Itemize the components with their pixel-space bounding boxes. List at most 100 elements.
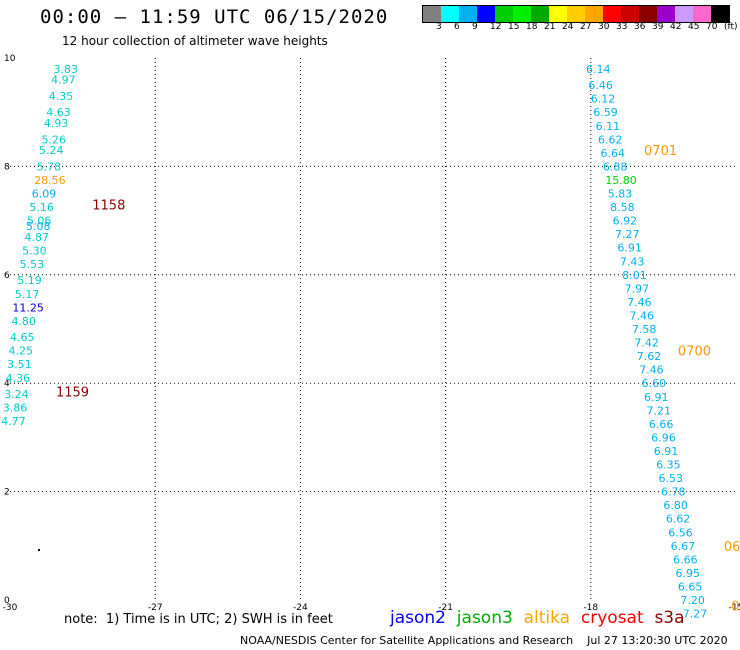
- pass-time-label: 1159: [56, 385, 89, 400]
- data-point-label: 5.53: [20, 258, 45, 271]
- colorbar-swatch: [639, 6, 657, 22]
- data-point-label: 7.46: [639, 364, 664, 377]
- data-point-label: 6.91: [617, 242, 642, 255]
- data-point-label: 5.78: [37, 160, 62, 173]
- data-point-label: 6.78: [661, 486, 686, 499]
- pass-time-label: 0701: [644, 144, 677, 159]
- colorbar-label: 24: [562, 22, 574, 32]
- data-point-label: 6.12: [591, 93, 616, 106]
- data-point-label: 6.35: [656, 459, 681, 472]
- data-point-label: 5.16: [29, 201, 54, 214]
- page-title: 00:00 – 11:59 UTC 06/15/2020: [40, 6, 389, 28]
- y-tick-label: 6: [4, 271, 10, 281]
- pass-time-label: 06: [724, 540, 740, 555]
- colorbar-swatch: [693, 6, 711, 22]
- data-point-label: 5.06: [27, 215, 52, 228]
- data-point-label: 7.97: [625, 282, 650, 295]
- colorbar-label: (ft): [724, 22, 738, 32]
- data-point-label: 6.64: [600, 147, 625, 160]
- colorbar-label: 70: [706, 22, 718, 32]
- colorbar-swatch: [675, 6, 693, 22]
- data-point-label: 8.58: [610, 201, 635, 214]
- data-point-label: 3.51: [7, 358, 32, 371]
- colorbar-label: 45: [688, 22, 700, 32]
- x-tick-label: -18: [583, 603, 598, 613]
- data-point-label: 6.59: [593, 106, 618, 119]
- colorbar-swatch: [513, 6, 531, 22]
- y-tick-label: 0: [4, 596, 10, 606]
- data-point-label: 6.88: [603, 160, 628, 173]
- x-tick-label: -21: [438, 603, 453, 613]
- colorbar-label: 9: [472, 22, 478, 32]
- data-point-label: 7.21: [646, 404, 671, 417]
- y-tick-label: 10: [4, 54, 16, 64]
- x-tick-label: -27: [148, 603, 163, 613]
- colorbar-label: 39: [652, 22, 664, 32]
- data-point-label: 6.62: [598, 133, 623, 146]
- data-point-label: 7.46: [627, 296, 652, 309]
- colorbar-label: 36: [634, 22, 646, 32]
- colorbar-swatch: [711, 6, 729, 22]
- data-point-label: 6.80: [663, 499, 688, 512]
- footer-note: note: 1) Time is in UTC; 2) SWH is in fe…: [64, 612, 333, 627]
- data-point-label: 7.58: [632, 323, 657, 336]
- data-point-label: 7.42: [634, 337, 659, 350]
- data-point-label: 6.11: [596, 120, 621, 133]
- pass-time-label: 0700: [678, 345, 711, 360]
- data-point-label: 4.65: [10, 331, 35, 344]
- colorbar-swatch: [531, 6, 549, 22]
- colorbar-swatch: [621, 6, 639, 22]
- data-point-label: 6.56: [668, 526, 693, 539]
- data-point-label: 6.60: [642, 377, 667, 390]
- data-point-label: 6.67: [671, 540, 696, 553]
- data-point-label: 7.20: [680, 594, 705, 607]
- data-point-label: 4.80: [11, 315, 36, 328]
- legend-entry-jason2: jason2: [390, 608, 457, 628]
- colorbar-label: 21: [544, 22, 556, 32]
- data-point-label: 6.92: [613, 215, 638, 228]
- data-point-label: 5.26: [41, 133, 66, 146]
- data-point-label: 4.87: [25, 231, 50, 244]
- colorbar-swatch: [585, 6, 603, 22]
- data-point-label: 6.53: [659, 472, 684, 485]
- colorbar-swatch: [459, 6, 477, 22]
- satellite-legend: jason2 jason3 altika cryosat s3a: [390, 608, 685, 628]
- y-tick-label: 4: [4, 379, 10, 389]
- data-point-label: 3.24: [4, 388, 29, 401]
- legend-entry-jason3: jason3: [456, 608, 524, 628]
- data-point-label: 7.27: [615, 228, 640, 241]
- data-point-label: 4.93: [44, 117, 69, 130]
- data-point-label: 6.95: [676, 567, 701, 580]
- stray-mark: [38, 549, 40, 551]
- colorbar-label: 30: [598, 22, 610, 32]
- data-point-label: 4.25: [9, 345, 34, 358]
- data-point-label: 6.09: [32, 188, 56, 201]
- page-subtitle: 12 hour collection of altimeter wave hei…: [62, 34, 328, 48]
- colorbar-labels: 3 6 9 12 15 18 21 24 27 30 33 36 39 42 45 70 (ft): [422, 22, 740, 34]
- colorbar-swatch: [495, 6, 513, 22]
- data-point-label: 3.86: [3, 402, 28, 415]
- colorbar-label: 6: [454, 22, 460, 32]
- data-point-label: 4.97: [51, 74, 76, 87]
- data-point-label: 15.80: [605, 174, 637, 187]
- legend-entry-cryosat: cryosat: [580, 608, 655, 628]
- data-point-label: 4.63: [46, 106, 71, 119]
- data-point-label: 6.66: [673, 553, 698, 566]
- colorbar-label: 27: [580, 22, 592, 32]
- pass-time-label: 0: [731, 599, 739, 614]
- colorbar-label: 15: [508, 22, 520, 32]
- colorbar-swatch: [441, 6, 459, 22]
- data-point-label: 6.46: [588, 79, 613, 92]
- data-point-label: 3.83: [54, 63, 78, 76]
- data-point-label: 7.46: [630, 309, 655, 322]
- colorbar-swatch: [477, 6, 495, 22]
- data-point-label: 4.36: [6, 372, 31, 385]
- colorbar-label: 33: [616, 22, 628, 32]
- data-point-label: 6.62: [666, 513, 691, 526]
- data-point-label: 7.43: [620, 255, 645, 268]
- colorbar-swatch: [603, 6, 621, 22]
- x-tick-label: -30: [3, 603, 18, 613]
- y-tick-label: 8: [4, 162, 10, 172]
- legend-entry-s3a: s3a: [654, 608, 685, 628]
